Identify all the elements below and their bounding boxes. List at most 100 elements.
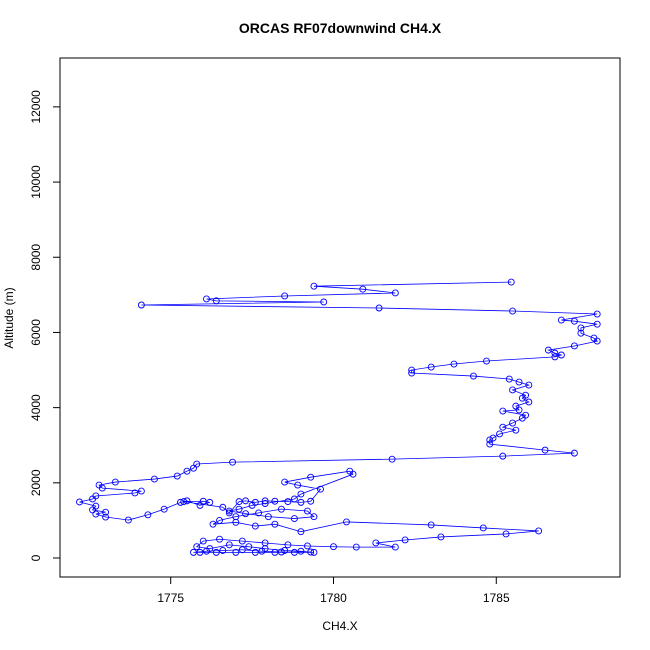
data-point	[307, 473, 315, 481]
data-point	[450, 360, 458, 368]
data-point	[232, 548, 240, 556]
data-point	[232, 518, 240, 526]
data-point	[408, 369, 416, 377]
data-point	[160, 505, 168, 513]
data-point	[89, 495, 97, 503]
data-point	[284, 541, 292, 549]
data-point	[525, 398, 533, 406]
data-point	[303, 542, 311, 550]
data-point	[238, 546, 246, 554]
data-point	[199, 537, 207, 545]
data-point	[180, 498, 188, 506]
y-tick-label: 8000	[29, 244, 43, 271]
y-tick-label: 2000	[29, 469, 43, 496]
data-point	[190, 464, 197, 472]
data-point	[235, 498, 243, 506]
data-point	[427, 521, 435, 529]
data-point	[297, 490, 305, 498]
data-point	[408, 366, 416, 374]
data-point	[255, 509, 263, 517]
data-point	[479, 524, 487, 532]
data-point	[173, 472, 181, 480]
data-point	[111, 478, 119, 486]
data-point	[284, 498, 292, 506]
data-point	[76, 498, 83, 506]
data-point	[261, 497, 269, 505]
data-point	[212, 297, 220, 305]
data-point	[507, 278, 515, 286]
data-point	[271, 497, 279, 505]
data-point	[499, 423, 507, 431]
data-point	[242, 510, 250, 518]
data-point	[251, 522, 259, 530]
data-point	[271, 520, 279, 528]
data-point	[541, 446, 549, 454]
data-point	[238, 537, 246, 545]
data-point	[297, 547, 305, 555]
data-point	[496, 430, 503, 438]
data-point	[144, 511, 152, 519]
data-point	[235, 505, 243, 513]
data-point	[150, 475, 158, 483]
data-point	[102, 508, 110, 516]
data-point	[349, 470, 357, 478]
data-point	[535, 527, 543, 535]
data-point	[518, 414, 526, 422]
y-tick-label: 0	[29, 554, 43, 561]
data-point	[199, 497, 207, 505]
data-point	[310, 282, 318, 290]
data-point	[557, 351, 565, 359]
x-tick-label: 1775	[157, 591, 184, 605]
data-point	[317, 485, 324, 493]
data-point	[137, 301, 145, 309]
data-point	[388, 455, 396, 463]
data-point	[499, 452, 507, 460]
data-point	[518, 394, 526, 402]
data-point	[242, 497, 250, 505]
data-point	[219, 547, 227, 554]
data-point	[193, 543, 201, 551]
data-point	[577, 324, 585, 332]
data-point	[216, 516, 223, 524]
data-point	[509, 386, 517, 394]
data-point	[486, 440, 494, 448]
data-point	[229, 458, 237, 466]
y-tick-label: 4000	[29, 394, 43, 421]
data-point	[290, 515, 298, 522]
data-point	[515, 406, 523, 414]
data-point	[206, 498, 214, 506]
data-point	[544, 346, 552, 354]
data-point	[290, 495, 298, 503]
data-point	[294, 481, 302, 489]
data-point	[502, 530, 510, 538]
data-point	[137, 487, 145, 495]
data-point	[281, 292, 289, 300]
data-point	[203, 547, 210, 555]
data-point	[98, 484, 106, 492]
data-point	[183, 467, 191, 475]
data-point	[593, 310, 601, 318]
data-point	[183, 497, 191, 505]
data-point	[375, 304, 383, 312]
data-point	[281, 547, 289, 554]
data-point	[190, 548, 197, 556]
data-point	[343, 518, 350, 526]
data-point	[401, 536, 409, 544]
data-line	[79, 281, 599, 553]
data-point	[509, 419, 517, 427]
data-point	[391, 289, 399, 297]
data-point	[499, 407, 507, 415]
data-point	[310, 548, 318, 556]
data-point	[225, 509, 233, 517]
data-point	[359, 285, 367, 293]
data-point	[131, 489, 139, 497]
chart-title: ORCAS RF07downwind CH4.X	[239, 20, 442, 36]
data-point	[307, 548, 315, 556]
data-point	[593, 320, 601, 328]
data-point	[261, 500, 269, 507]
data-point	[427, 363, 435, 371]
data-point	[209, 520, 217, 528]
data-point	[248, 501, 256, 509]
data-point	[203, 295, 210, 303]
data-point	[102, 513, 110, 521]
